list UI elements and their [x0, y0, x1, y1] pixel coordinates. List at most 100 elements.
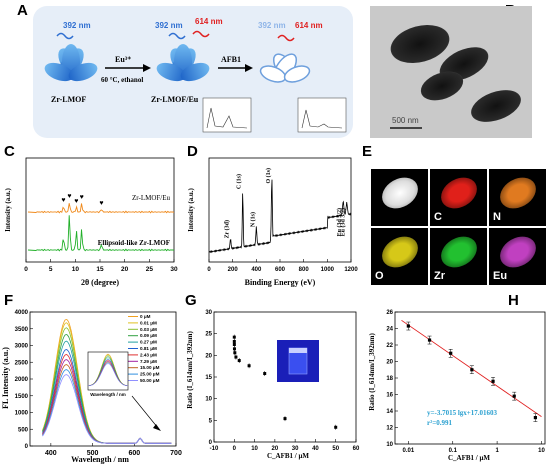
- x-tick-label: 0: [207, 267, 211, 273]
- panel-h-log-fit-chart: Ratio (I_614nm/I_392nm) C_AFB1 / μM y=-3…: [368, 310, 545, 462]
- x-tick-label: -10: [210, 446, 219, 452]
- panel-g-ratio-chart: Ratio (I_614nm/I_392nm) C_AFB1 / μM -10 0…: [186, 310, 360, 460]
- x-tick-label: 20: [121, 266, 129, 273]
- inset-xlabel: Wavelength / nm: [90, 392, 126, 397]
- x-tick-label: 10: [538, 448, 545, 454]
- legend-label: 15.00 μM: [140, 365, 160, 370]
- y-tick-label: 24: [386, 327, 393, 333]
- data-point: [449, 351, 453, 355]
- y-tick-label: 10: [386, 442, 393, 448]
- peak-label: Zr (3d): [224, 220, 231, 238]
- eds-particle-map: [435, 171, 483, 215]
- panel-f-fluorescence-chart: FL Intensity (a.u.) Wavelength / nm 400 5…: [1, 310, 182, 464]
- eds-element-label: Zr: [434, 270, 445, 282]
- x-tick-label: 30: [170, 266, 178, 273]
- panel-d-xps-chart: Intensity (a.u.) Binding Energy (eV) 0 20…: [187, 157, 358, 287]
- plot-frame: [208, 157, 352, 263]
- g-ylabel: Ratio (I_614nm/I_392nm): [186, 331, 194, 409]
- data-point: [232, 347, 236, 351]
- y-tick-label: 1500: [15, 394, 29, 400]
- panel-letter-c: C: [4, 143, 15, 160]
- eds-particle-map: [376, 171, 424, 215]
- peak-label: Eu (3d 3/2): [340, 208, 347, 236]
- x-tick-label: 600: [275, 267, 286, 273]
- y-tick-label: 3000: [15, 344, 29, 350]
- c-xlabel: 2θ (degree): [81, 278, 119, 287]
- y-tick-label: 26: [386, 310, 393, 316]
- scale-bar-label: 500 nm: [392, 116, 419, 125]
- x-tick-label: 50: [332, 446, 339, 452]
- peak-marker: ♥: [61, 197, 65, 204]
- x-tick-label: 200: [228, 267, 239, 273]
- eds-particle-map: [494, 171, 542, 215]
- eds-tile: Eu: [488, 227, 547, 286]
- data-point: [334, 425, 338, 429]
- y-tick-label: 5: [209, 418, 213, 424]
- d-ylabel: Intensity (a.u.): [187, 187, 195, 231]
- x-tick-label: 10: [251, 446, 258, 452]
- x-tick-label: 0: [24, 266, 28, 273]
- eds-particle-map: [376, 230, 424, 274]
- excitation-label-3: 392 nm: [258, 21, 286, 30]
- y-tick-label: 30: [205, 310, 212, 316]
- y-tick-label: 15: [205, 375, 212, 381]
- excitation-label-1: 392 nm: [63, 21, 91, 30]
- x-tick-label: 10: [72, 266, 80, 273]
- y-tick-label: 1000: [15, 411, 29, 417]
- y-tick-label: 25: [205, 332, 212, 338]
- h-xlabel: C_AFB1 / μM: [448, 454, 490, 462]
- mini-spectrum-1: [202, 97, 252, 133]
- x-tick-label: 500: [87, 450, 99, 457]
- peak-marker: ♥: [99, 200, 103, 207]
- data-point: [263, 372, 267, 376]
- inset-arrowhead: [153, 424, 161, 431]
- emission-label-1: 614 nm: [195, 17, 223, 26]
- y-tick-label: 3500: [15, 327, 29, 333]
- panel-a-schematic: 392 nm 392 nm 614 nm 392 nm 614 nm Eu³⁺ …: [33, 6, 353, 138]
- series-line: [27, 203, 175, 214]
- data-point: [427, 338, 432, 342]
- c-series-label-2: Ellipsoid-like Zr-LMOF: [98, 239, 170, 247]
- legend-label: 0 μM: [140, 314, 151, 319]
- legend-label: 0.01 μM: [140, 320, 157, 325]
- data-point: [232, 335, 236, 339]
- peak-marker: ♥: [67, 193, 71, 200]
- eds-tile: [370, 168, 429, 227]
- quenched-cluster: [259, 53, 311, 83]
- y-tick-label: 14: [386, 409, 393, 415]
- x-tick-label: 400: [45, 450, 57, 457]
- spectrum-line: [42, 374, 172, 444]
- y-tick-label: 10: [205, 397, 212, 403]
- h-fit-equation: y=-3.7015 lgx+17.01603: [427, 409, 498, 417]
- y-tick-label: 4000: [15, 310, 29, 316]
- panel-letter-f: F: [4, 292, 14, 309]
- f-xlabel: Wavelength / nm: [71, 455, 129, 464]
- g-xlabel: C_AFB1 / μM: [267, 452, 309, 460]
- x-tick-label: 0.1: [449, 448, 458, 454]
- legend-label: 0.09 μM: [140, 333, 157, 338]
- emission-label-2: 614 nm: [295, 21, 323, 30]
- panel-letter-h: H: [508, 292, 519, 309]
- f-ylabel: FL Intensity (a.u.): [1, 347, 10, 409]
- data-point: [233, 351, 237, 355]
- eds-element-label: Eu: [493, 270, 508, 282]
- y-tick-label: 16: [386, 393, 393, 399]
- data-point: [470, 368, 474, 372]
- label-zr-lmof: Zr-LMOF: [51, 95, 86, 104]
- c-series-label-1: Zr-LMOF/Eu: [132, 194, 170, 202]
- data-point: [406, 324, 410, 328]
- panel-letter-d: D: [187, 143, 198, 160]
- mini-spectrum-2: [297, 97, 347, 133]
- eds-tile: N: [488, 168, 547, 227]
- eds-element-label: O: [375, 270, 384, 282]
- panel-e-eds-mapping: C N O Zr Eu: [370, 168, 547, 286]
- peak-marker: ♥: [80, 194, 84, 201]
- peak-label: N (1s): [249, 212, 256, 227]
- zr-lmof-eu-cluster: [156, 44, 210, 82]
- eds-particle-map: [435, 230, 483, 274]
- x-tick-label: 30: [292, 446, 299, 452]
- x-tick-label: 0.01: [403, 448, 415, 454]
- x-tick-label: 15: [96, 266, 104, 273]
- x-tick-label: 800: [299, 267, 310, 273]
- panel-c-xrd-chart: Intensity (a.u.) 2θ (degree) Zr-LMOF/Eu …: [4, 157, 178, 287]
